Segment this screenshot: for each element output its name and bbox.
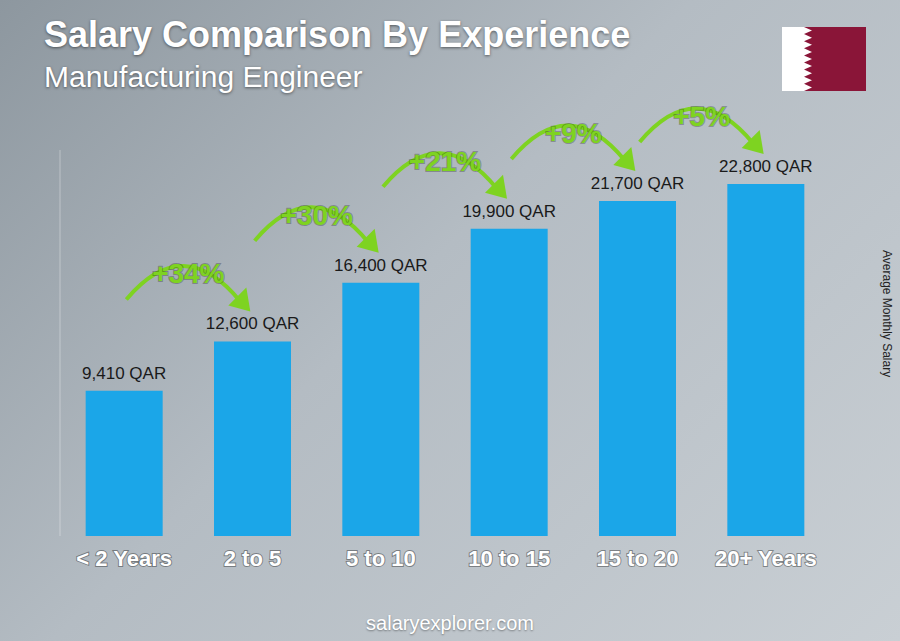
svg-text:+5%: +5% [673, 101, 730, 132]
svg-text:+30%: +30% [280, 200, 352, 231]
svg-text:10 to 15: 10 to 15 [468, 546, 550, 571]
html-text:Manufacturing Engineer: Manufacturing Engineer [44, 60, 363, 93]
svg-text:5 to 10: 5 to 10 [346, 546, 416, 571]
svg-text:20+ Years: 20+ Years [715, 546, 817, 571]
svg-text:22,800 QAR: 22,800 QAR [719, 157, 813, 176]
svg-text:2 to 5: 2 to 5 [224, 546, 281, 571]
svg-text:< 2 Years: < 2 Years [76, 546, 172, 571]
svg-text:12,600 QAR: 12,600 QAR [206, 314, 300, 333]
svg-text:+9%: +9% [545, 118, 602, 149]
html-text:Salary Comparison By Experienc: Salary Comparison By Experience [44, 14, 631, 55]
svg-text:15 to 20: 15 to 20 [597, 546, 679, 571]
svg-text:21,700 QAR: 21,700 QAR [591, 174, 685, 193]
html-text:Average Monthly Salary: Average Monthly Salary [880, 250, 894, 378]
svg-text:19,900 QAR: 19,900 QAR [462, 202, 556, 221]
svg-text:+34%: +34% [152, 258, 224, 289]
svg-text:9,410 QAR: 9,410 QAR [82, 364, 166, 383]
html-text:salaryexplorer.com: salaryexplorer.com [366, 612, 534, 634]
svg-text:+21%: +21% [409, 146, 481, 177]
svg-text:16,400 QAR: 16,400 QAR [334, 256, 428, 275]
